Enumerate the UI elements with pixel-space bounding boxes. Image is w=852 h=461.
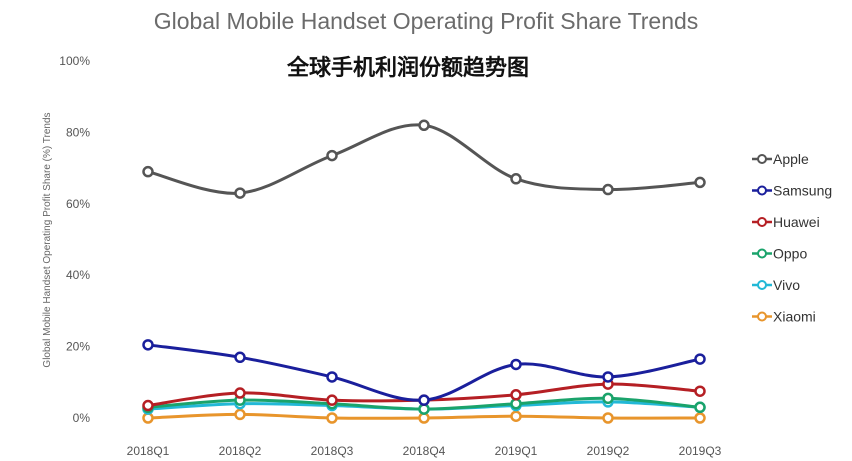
data-point-oppo — [602, 392, 614, 405]
legend-label-xiaomi: Xiaomi — [773, 309, 816, 325]
series-samsung — [142, 339, 706, 406]
data-point-oppo — [694, 401, 706, 414]
legend-marker-vivo — [757, 280, 767, 290]
data-point-apple — [326, 149, 338, 162]
series-line-apple — [147, 123, 701, 195]
data-point-apple — [234, 187, 246, 199]
y-tick-label: 20% — [66, 340, 90, 354]
legend-label-samsung: Samsung — [773, 183, 832, 199]
legend-item-xiaomi[interactable]: Xiaomi — [752, 309, 816, 325]
data-point-xiaomi — [234, 408, 246, 421]
legend-label-apple: Apple — [773, 151, 809, 167]
x-tick-label: 2018Q4 — [403, 444, 446, 458]
x-axis: 2018Q1 2018Q2 2018Q3 2018Q4 2019Q1 2019Q2 2019… — [127, 444, 722, 458]
x-tick-label: 2018Q2 — [219, 444, 262, 458]
data-point-apple — [510, 173, 522, 185]
data-point-xiaomi — [418, 412, 430, 424]
data-point-huawei — [142, 399, 154, 412]
data-point-samsung — [234, 351, 246, 364]
legend-label-huawei: Huawei — [773, 214, 820, 230]
data-point-samsung — [510, 358, 522, 371]
data-point-samsung — [418, 394, 430, 406]
data-point-samsung — [602, 371, 614, 383]
y-tick-label: 40% — [66, 268, 90, 282]
legend-item-apple[interactable]: Apple — [752, 151, 809, 167]
x-tick-label: 2019Q2 — [587, 444, 630, 458]
y-axis-label: Global Mobile Handset Operating Profit S… — [42, 112, 53, 367]
data-point-samsung — [326, 371, 338, 383]
data-point-xiaomi — [142, 412, 154, 424]
data-point-samsung — [142, 339, 154, 351]
data-point-huawei — [326, 394, 338, 406]
data-point-oppo — [418, 403, 430, 415]
y-tick-label: 80% — [66, 125, 90, 139]
series-line-samsung — [147, 343, 701, 402]
legend-marker-xiaomi — [757, 311, 767, 322]
data-point-apple — [142, 165, 154, 178]
legend-item-vivo[interactable]: Vivo — [752, 277, 800, 293]
chart-subtitle: 全球手机利润份额趋势图 — [286, 55, 529, 80]
legend-item-samsung[interactable]: Samsung — [752, 183, 832, 199]
data-point-huawei — [694, 385, 706, 397]
data-point-xiaomi — [602, 412, 614, 424]
y-tick-label: 60% — [66, 197, 90, 211]
x-tick-label: 2018Q3 — [311, 444, 354, 458]
x-tick-label: 2018Q1 — [127, 444, 170, 458]
y-tick-label: 100% — [59, 54, 90, 68]
legend-label-vivo: Vivo — [773, 277, 800, 293]
x-tick-label: 2019Q3 — [679, 444, 722, 458]
series-oppo — [142, 392, 706, 415]
y-axis: 0% 20% 40% 60% 80% 100% — [59, 54, 90, 425]
data-point-xiaomi — [510, 410, 522, 422]
legend-marker-samsung — [757, 185, 767, 196]
legend-item-huawei[interactable]: Huawei — [752, 214, 820, 230]
legend[interactable]: Apple Samsung Huawei Oppo Vivo Xiaomi — [752, 151, 832, 325]
legend-label-oppo: Oppo — [773, 246, 807, 262]
y-tick-label: 0% — [73, 411, 91, 425]
data-point-huawei — [234, 387, 246, 399]
data-point-apple — [694, 176, 706, 189]
legend-marker-apple — [757, 154, 767, 164]
data-point-xiaomi — [694, 412, 706, 424]
data-point-xiaomi — [326, 412, 338, 424]
data-point-apple — [602, 183, 614, 196]
data-point-apple — [418, 119, 430, 132]
x-tick-label: 2019Q1 — [495, 444, 538, 458]
chart-title: Global Mobile Handset Operating Profit S… — [153, 8, 699, 34]
legend-marker-oppo — [757, 248, 767, 259]
legend-item-oppo[interactable]: Oppo — [752, 246, 807, 262]
data-point-huawei — [510, 389, 522, 401]
series-layer — [142, 119, 706, 424]
series-xiaomi — [142, 408, 706, 424]
data-point-samsung — [694, 353, 706, 365]
series-apple — [142, 119, 706, 199]
legend-marker-huawei — [757, 217, 767, 227]
data-point-oppo — [510, 397, 522, 410]
